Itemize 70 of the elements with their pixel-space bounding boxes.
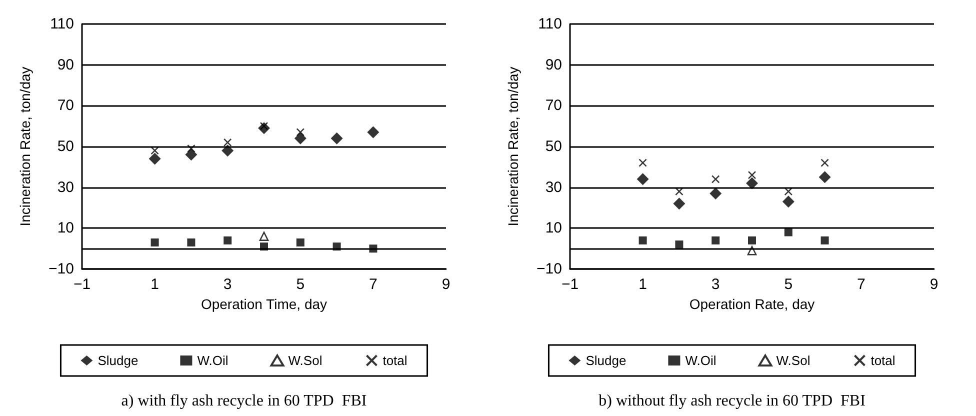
legend-label: W.Sol (288, 353, 322, 368)
legend-label: Sludge (98, 353, 138, 368)
point (638, 236, 647, 244)
y-tick-label: 110 (538, 16, 562, 32)
point (711, 175, 720, 184)
point (259, 232, 269, 241)
text: b) without fly ash recycle in 60 TPD FBI (598, 392, 866, 410)
x-tick-label: −1 (73, 276, 91, 293)
x-tick-label: 7 (857, 276, 866, 293)
point (330, 132, 343, 144)
x-tick-label: 9 (442, 276, 450, 293)
y-tick-label: 70 (545, 97, 562, 114)
x-tick-label: −1 (561, 276, 579, 293)
point (748, 236, 756, 244)
y-tick-label: 90 (57, 56, 74, 74)
legend-label: W.Sol (776, 353, 810, 368)
x-tick-label: 7 (369, 276, 378, 293)
point (710, 187, 722, 200)
point (187, 238, 196, 246)
x-tick-label: 9 (930, 276, 938, 293)
x-tick-label: 3 (223, 276, 232, 293)
point (746, 177, 758, 190)
legend-label: W.Oil (685, 353, 716, 368)
point (820, 158, 829, 167)
x-tick-label: 5 (296, 276, 305, 293)
point (222, 144, 234, 157)
point (148, 152, 161, 165)
y-tick-label: 30 (545, 178, 562, 196)
y-tick-label: 110 (50, 16, 74, 32)
legend-label: Sludge (586, 353, 626, 368)
x-tick-label: 3 (711, 276, 720, 293)
x-tick-label: 1 (638, 276, 647, 293)
y-tick-label: −10 (536, 260, 562, 278)
point (636, 173, 649, 186)
point (638, 158, 647, 167)
x-tick-label: 1 (150, 276, 159, 293)
y-tick-label: 90 (545, 56, 562, 74)
point (187, 144, 196, 153)
legend-label: total (382, 353, 408, 368)
point (367, 126, 380, 138)
x-axis-title: Operation Rate, day (689, 296, 815, 312)
legend-label: W.Oil (197, 353, 228, 368)
y-tick-label: 10 (57, 220, 74, 237)
point (820, 236, 829, 244)
y-tick-label: −10 (48, 260, 74, 278)
point (296, 128, 305, 136)
point (712, 236, 720, 244)
y-tick-label: 50 (57, 138, 74, 155)
y-tick-label: 10 (545, 220, 562, 237)
point (782, 196, 794, 208)
y-tick-label: 70 (57, 97, 74, 114)
x-tick-label: 5 (784, 276, 793, 293)
y-axis-title: Incineration Rate, ton/day (17, 66, 33, 226)
point (748, 170, 756, 180)
point (223, 138, 232, 147)
x-axis-title: Operation Time, day (200, 296, 328, 312)
legend-label: total (870, 353, 896, 368)
y-tick-label: 50 (545, 138, 562, 155)
point (294, 132, 306, 144)
point (224, 236, 232, 244)
text: a) with fly ash recycle in 60 TPD FBI (121, 392, 367, 410)
y-axis-title: Incineration Rate, ton/day (505, 66, 521, 226)
point (675, 240, 684, 248)
point (296, 238, 304, 246)
point (185, 148, 198, 161)
point (784, 228, 792, 236)
point (818, 171, 831, 184)
point (673, 198, 686, 210)
point (150, 238, 159, 246)
y-tick-label: 30 (57, 178, 74, 196)
